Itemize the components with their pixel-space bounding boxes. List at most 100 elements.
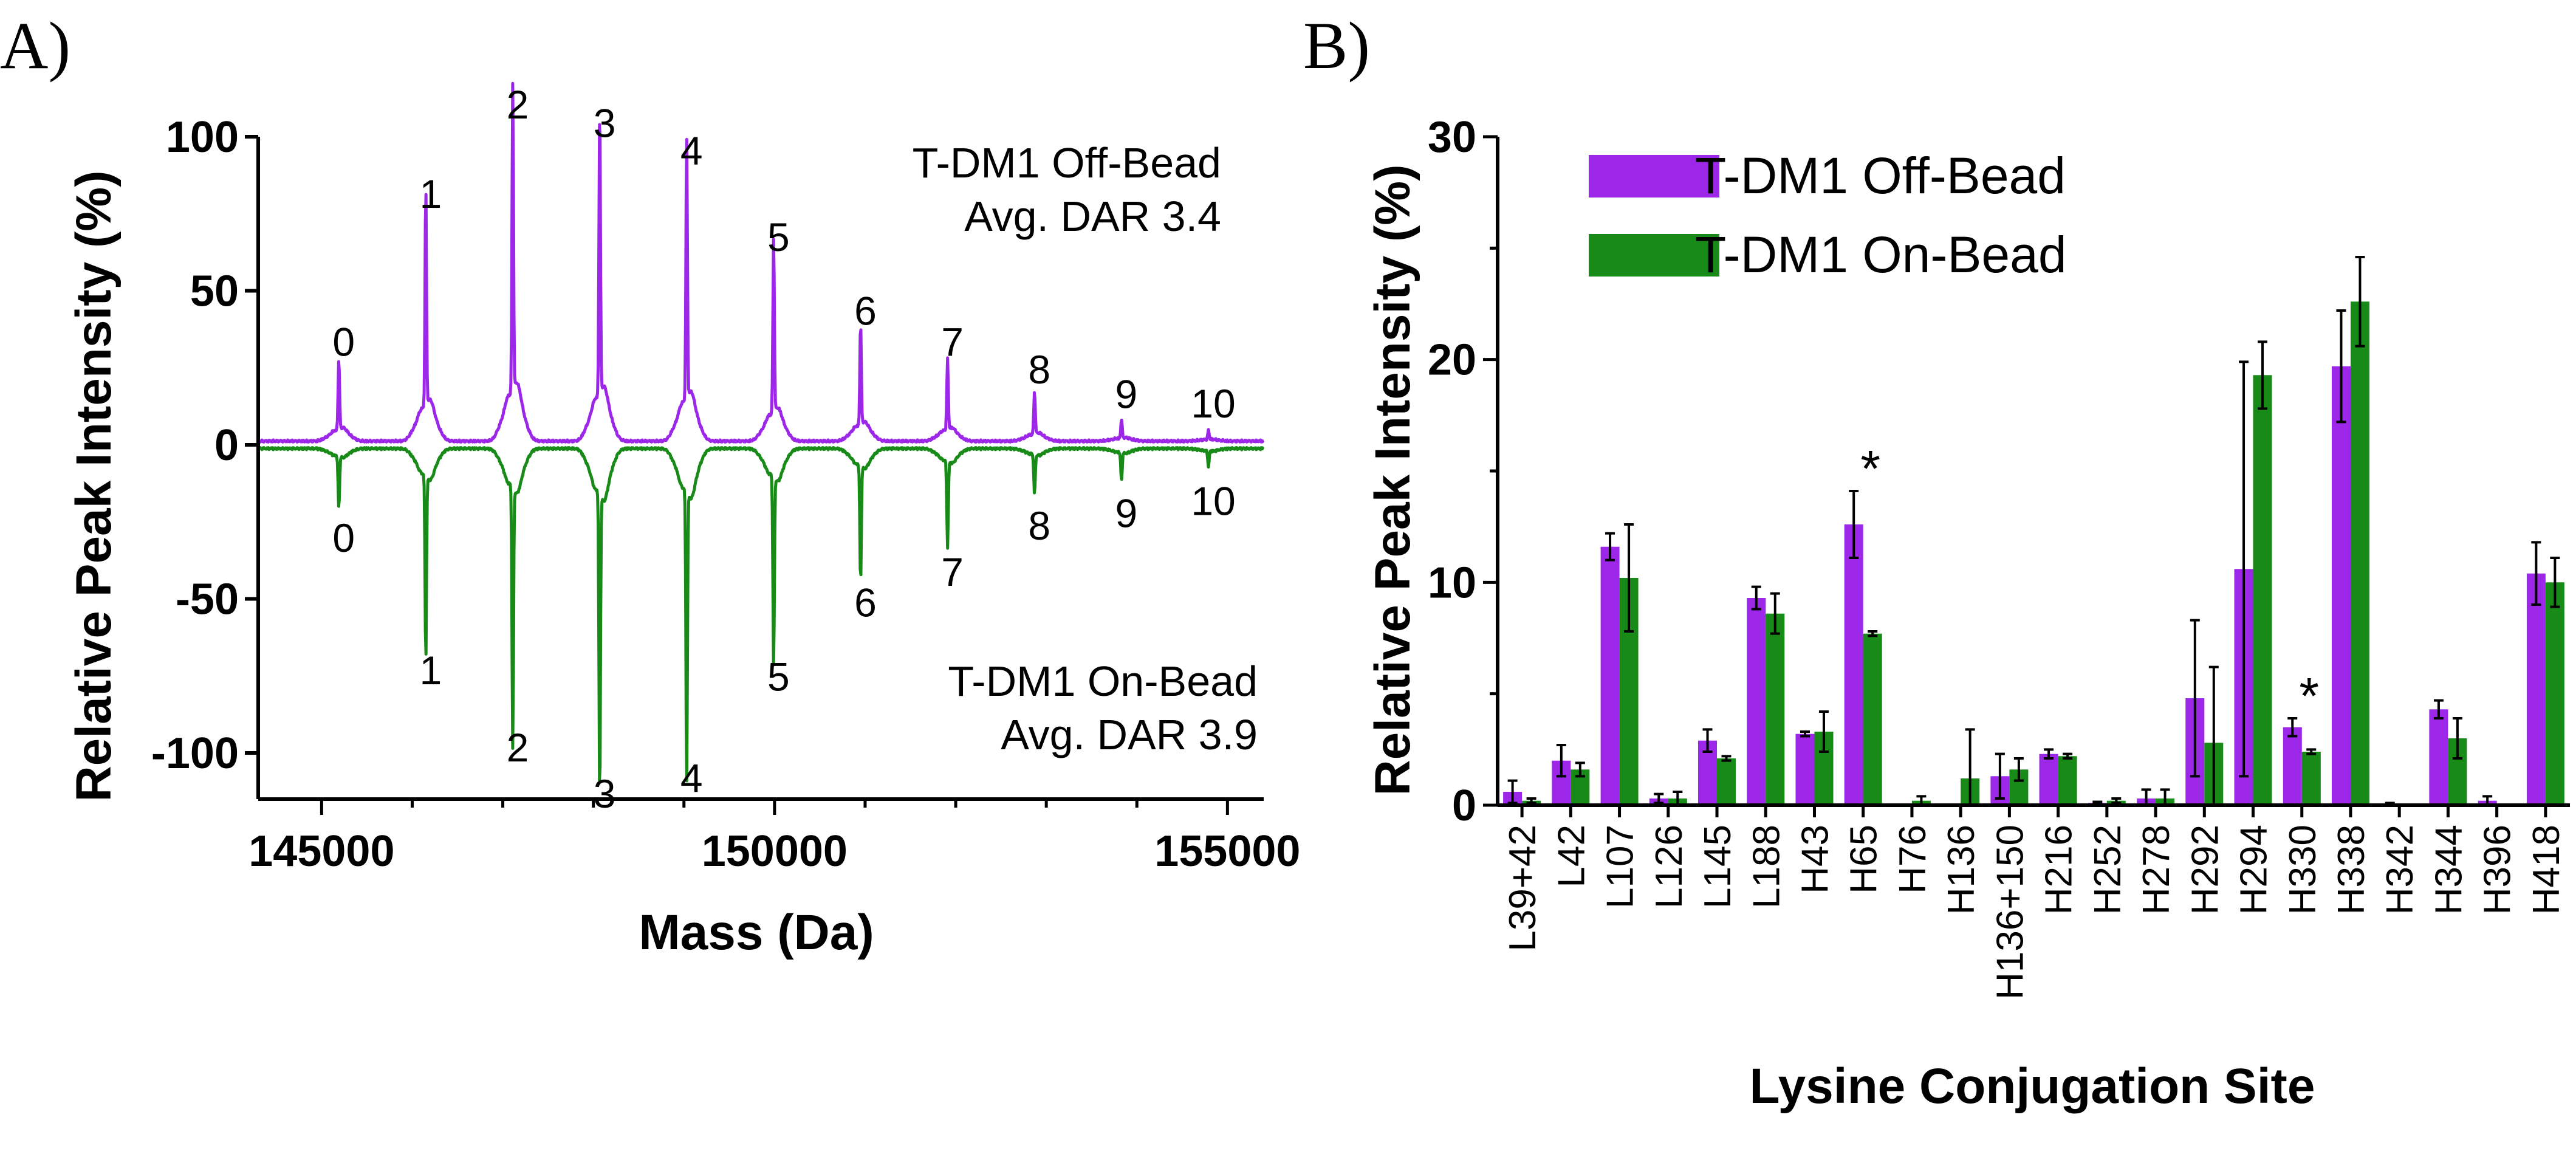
category-label: L126 xyxy=(1648,825,1690,908)
category-label: H216 xyxy=(2038,825,2080,915)
category-label: H338 xyxy=(2331,825,2372,915)
on-bead-peak-label: 1 xyxy=(419,648,442,693)
on-bead-peak-label: 5 xyxy=(767,654,790,699)
y-tick-label: -50 xyxy=(176,575,239,623)
category-label: H292 xyxy=(2184,825,2226,915)
conjugation-site-error-bars xyxy=(1507,256,2560,806)
conjugation-site-x-axis-title: Lysine Conjugation Site xyxy=(1750,1059,2315,1114)
y-tick-label: 30 xyxy=(1428,113,1476,162)
on-bead-peak-label: 10 xyxy=(1191,478,1235,523)
y-tick-label: 0 xyxy=(1452,781,1476,830)
x-tick-label: 145000 xyxy=(248,827,394,876)
on-bead-bar xyxy=(1863,633,1882,805)
legend-label-on-bead: T-DM1 On-Bead xyxy=(1695,226,2067,283)
panel-a-letter: A) xyxy=(0,9,70,83)
category-label: H330 xyxy=(2282,825,2324,915)
y-tick-label: -100 xyxy=(151,729,239,778)
off-bead-annotation-dar: Avg. DAR 3.4 xyxy=(964,193,1221,240)
category-label: H294 xyxy=(2233,825,2275,915)
off-bead-peak-label: 1 xyxy=(419,171,442,216)
on-bead-peak-label: 0 xyxy=(332,515,355,560)
on-bead-peak-label: 8 xyxy=(1028,503,1050,548)
on-bead-peak-label: 4 xyxy=(680,756,703,801)
off-bead-peak-label: 10 xyxy=(1191,381,1235,426)
x-tick-label: 150000 xyxy=(702,827,848,876)
legend-swatch-off-bead xyxy=(1589,155,1719,197)
off-bead-peak-label: 2 xyxy=(507,82,529,127)
off-bead-peak-label: 7 xyxy=(941,319,964,364)
conjugation-site-x-axis: L39+42 L42 L107 L126 L145 L188 H43 H65 H76 H136 H1… xyxy=(1498,803,2570,1000)
off-bead-peak-label: 9 xyxy=(1115,372,1138,417)
category-label: H278 xyxy=(2136,825,2177,915)
off-bead-spectrum-line xyxy=(256,81,1265,444)
y-tick-label: 0 xyxy=(214,421,239,470)
on-bead-annotation-dar: Avg. DAR 3.9 xyxy=(1001,711,1258,758)
panel-b-letter: B) xyxy=(1303,9,1370,83)
y-tick-label: 100 xyxy=(166,113,239,162)
on-bead-peak-label: 2 xyxy=(507,725,529,770)
y-tick-label: 20 xyxy=(1428,336,1476,385)
conjugation-site-significance-markers: ** xyxy=(1860,440,2319,724)
off-bead-peak-label: 0 xyxy=(332,319,355,364)
category-label: H342 xyxy=(2379,825,2421,915)
off-bead-bar xyxy=(1795,733,1815,805)
on-bead-peak-label: 3 xyxy=(594,771,616,816)
on-bead-peak-label: 9 xyxy=(1115,491,1138,536)
mass-spectrum-x-axis-title: Mass (Da) xyxy=(639,905,874,960)
on-bead-spectrum-line xyxy=(256,446,1265,783)
category-label: L145 xyxy=(1697,825,1739,908)
legend-swatch-on-bead xyxy=(1589,234,1719,276)
significance-star: * xyxy=(2299,667,2319,724)
off-bead-bar xyxy=(2332,366,2351,805)
legend-label-off-bead: T-DM1 Off-Bead xyxy=(1695,147,2066,204)
mass-spectrum-plot-area xyxy=(256,81,1265,783)
category-label: H344 xyxy=(2428,825,2470,915)
off-bead-bar xyxy=(1844,524,1863,805)
mass-spectrum-y-axis: 100 50 0 -50 -100 xyxy=(151,113,260,799)
category-label: H252 xyxy=(2087,825,2129,915)
off-bead-peak-label: 5 xyxy=(767,215,790,259)
on-bead-peak-label: 7 xyxy=(941,549,964,594)
category-label: L107 xyxy=(1600,825,1642,908)
off-bead-annotation-name: T-DM1 Off-Bead xyxy=(913,139,1221,187)
off-bead-bar xyxy=(2283,727,2302,805)
category-label: H76 xyxy=(1892,825,1934,894)
on-bead-bar xyxy=(2058,756,2077,805)
on-bead-annotation-name: T-DM1 On-Bead xyxy=(948,658,1258,705)
category-label: H136+150 xyxy=(1989,825,2031,1000)
conjugation-site-legend: T-DM1 Off-Bead T-DM1 On-Bead xyxy=(1589,147,2067,283)
off-bead-bar xyxy=(2039,754,2058,805)
mass-spectrum-x-axis: 145000 150000 155000 xyxy=(248,797,1300,876)
off-bead-peak-label: 4 xyxy=(680,128,703,173)
off-bead-peak-label: 8 xyxy=(1028,347,1050,392)
y-tick-label: 10 xyxy=(1428,558,1476,607)
off-bead-bar xyxy=(2526,573,2546,805)
off-bead-peak-label: 6 xyxy=(854,289,877,334)
on-bead-peak-label: 6 xyxy=(854,580,877,625)
y-tick-label: 50 xyxy=(190,267,239,315)
conjugation-site-y-axis-title: Relative Peak Intensity (%) xyxy=(1365,164,1420,795)
category-label: H43 xyxy=(1795,825,1837,894)
category-label: L39+42 xyxy=(1502,825,1544,952)
on-bead-bar xyxy=(1717,758,1736,805)
x-tick-label: 155000 xyxy=(1154,827,1300,876)
off-bead-bar xyxy=(1600,546,1620,805)
category-label: H136 xyxy=(1941,825,1982,915)
significance-star: * xyxy=(1860,440,1880,497)
on-bead-bar xyxy=(2545,582,2564,805)
off-bead-bar xyxy=(1747,598,1766,805)
mass-spectrum-peak-labels: 0 1 2 3 4 5 6 7 8 9 10 0 1 2 3 4 5 6 7 8 9 10 xyxy=(332,82,1235,816)
category-label: H396 xyxy=(2477,825,2519,915)
conjugation-site-bars xyxy=(1503,301,2564,805)
category-label: L188 xyxy=(1745,825,1787,908)
category-label: H418 xyxy=(2526,825,2567,915)
off-bead-bar xyxy=(2429,709,2448,805)
conjugation-site-y-axis: 0 10 20 30 xyxy=(1428,113,1499,830)
off-bead-peak-label: 3 xyxy=(594,100,616,145)
on-bead-bar xyxy=(2301,752,2321,805)
on-bead-bar xyxy=(1766,613,1785,805)
